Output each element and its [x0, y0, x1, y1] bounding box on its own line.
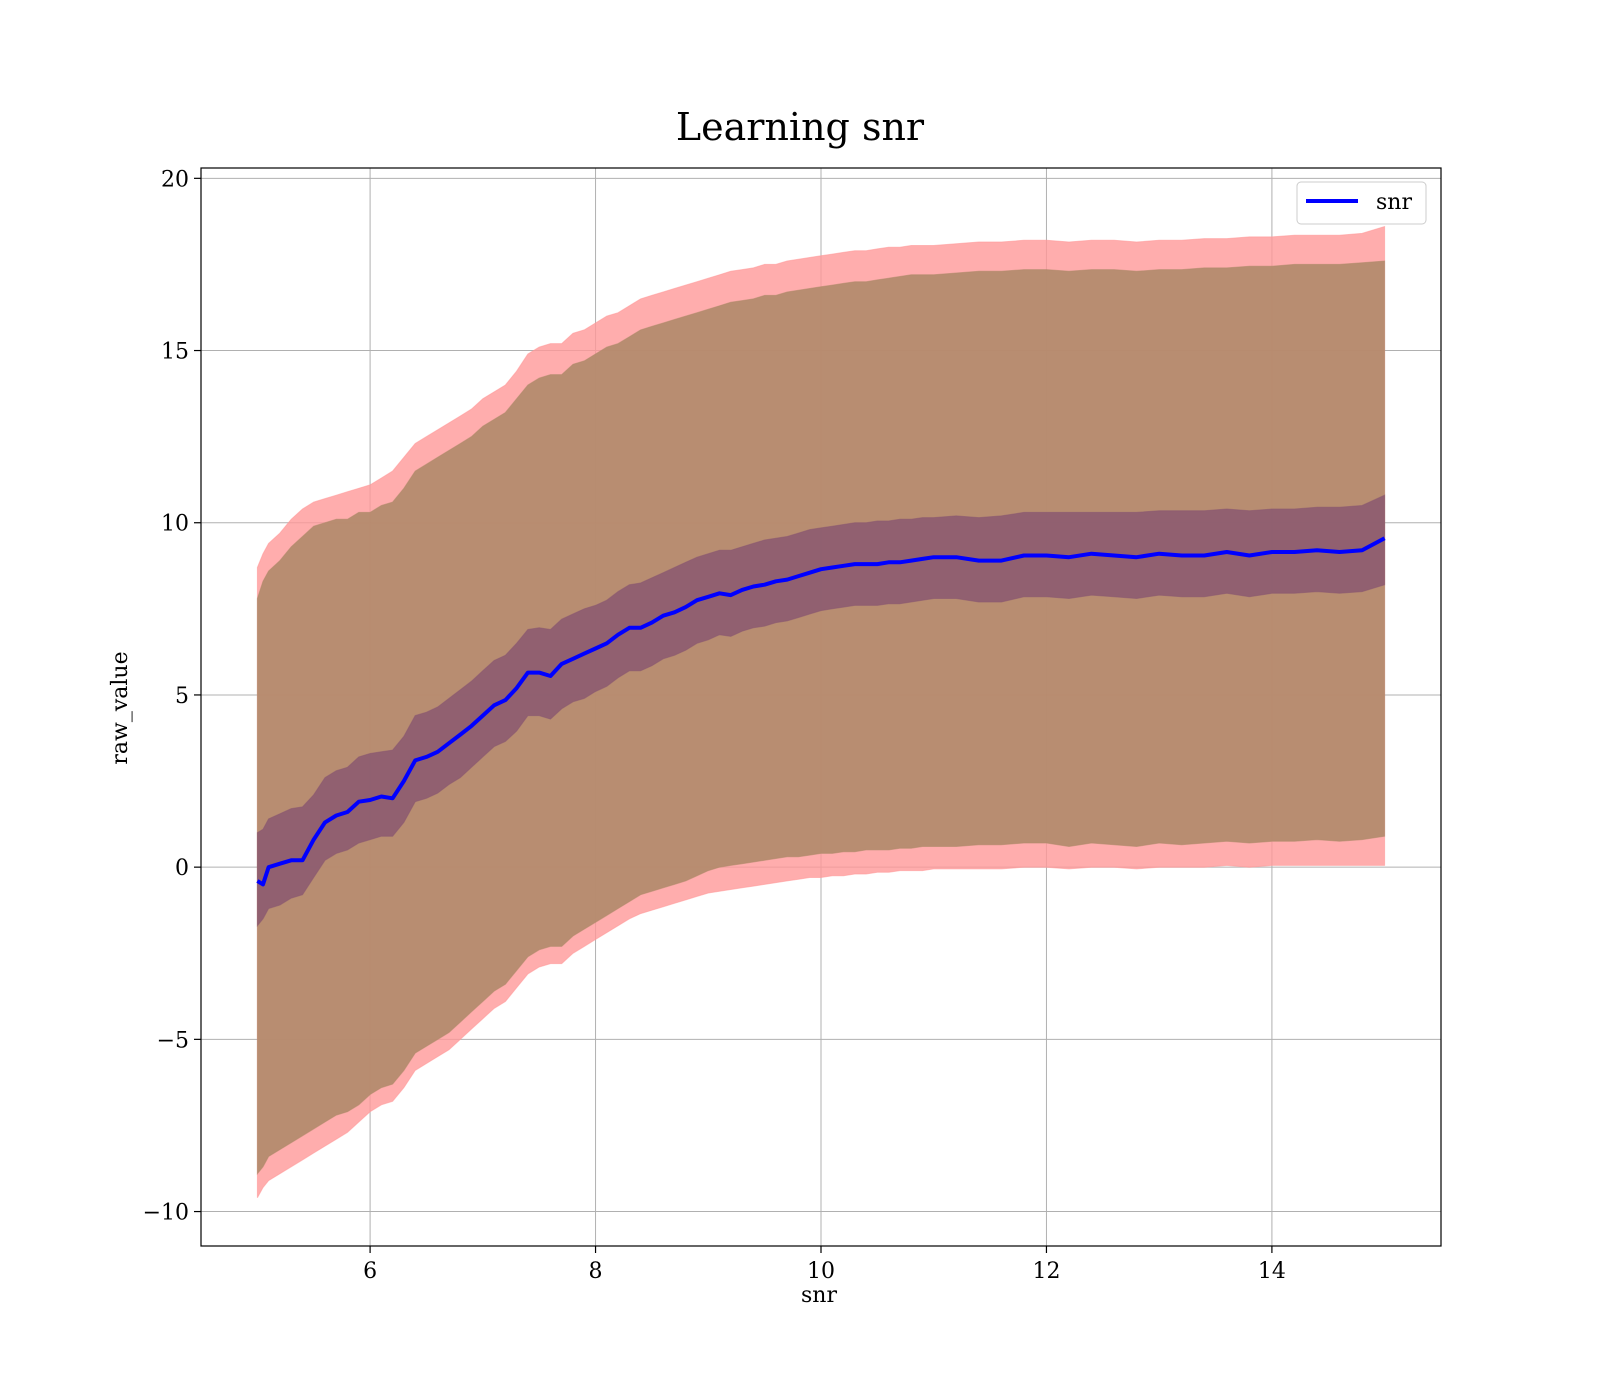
x-tick-label-0: 6 [363, 1259, 377, 1284]
y-tick-label-1: −5 [157, 1028, 189, 1053]
y-tick-label-5: 15 [161, 340, 189, 365]
series-group [256, 225, 1386, 1199]
middle-band [256, 260, 1386, 1176]
y-axis-label: raw_value [108, 651, 133, 764]
x-tick-label-2: 10 [807, 1259, 835, 1284]
legend-box [1296, 181, 1427, 225]
y-tick-label-3: 5 [175, 684, 189, 709]
series-line-snr [256, 536, 1386, 887]
inner-band [256, 494, 1386, 928]
x-axis-label: snr [801, 1283, 837, 1308]
x-tick-label-1: 8 [589, 1259, 603, 1284]
y-tick-label-2: 0 [175, 856, 189, 881]
y-tick-label-4: 10 [161, 512, 189, 537]
y-tick-label-0: −10 [143, 1201, 189, 1226]
x-tick-label-4: 14 [1258, 1259, 1286, 1284]
y-tick-label-6: 20 [161, 167, 189, 192]
x-tick-label-3: 12 [1032, 1259, 1060, 1284]
chart-title: Learning snr [676, 105, 925, 149]
plot-area: 6 8 10 12 14 −10 −5 0 5 10 15 20 [143, 167, 1442, 1284]
legend-label-snr: snr [1376, 190, 1412, 215]
legend: snr [1296, 181, 1427, 225]
